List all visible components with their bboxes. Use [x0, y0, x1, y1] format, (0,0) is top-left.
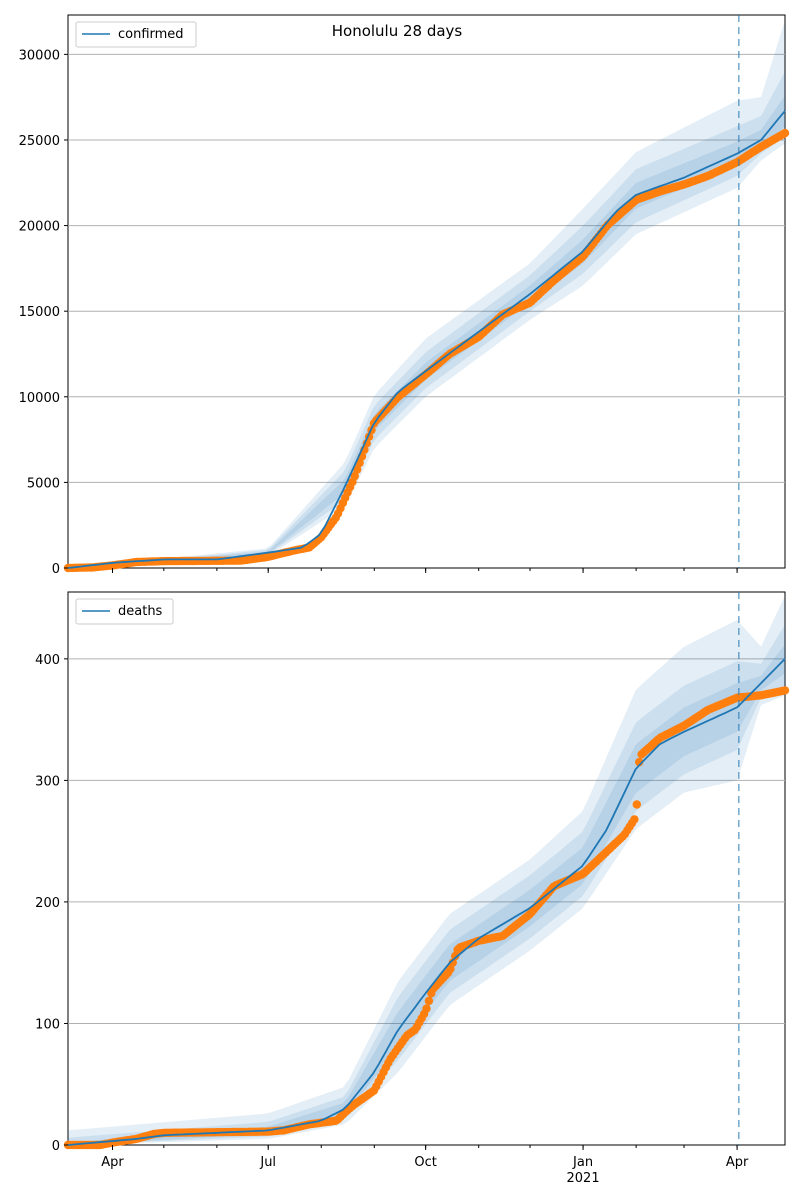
observed-point [350, 471, 359, 481]
band-mid [68, 624, 785, 1145]
legend-text: deaths [118, 604, 163, 619]
x-year-label: 2021 [567, 1171, 600, 1186]
y-tick-label: 10000 [19, 391, 60, 406]
model-series [67, 658, 786, 1146]
y-tick-label: 20000 [19, 220, 60, 235]
x-tick-label: Oct [414, 1155, 436, 1170]
model-line [67, 110, 786, 569]
panel-confirmed: 0 5000 10000 15000 20000 25000 30000 confirmed… [19, 14, 790, 577]
observed-point [780, 128, 790, 138]
uncertainty-bands [68, 20, 785, 569]
observed-point [780, 686, 790, 695]
observed-point [353, 465, 362, 474]
y-tick-label: 400 [35, 653, 60, 668]
y-tick-label: 25000 [19, 134, 60, 149]
band-inner [68, 95, 785, 568]
model-line [67, 658, 786, 1146]
band-outer [68, 595, 785, 1145]
observed-point [424, 996, 434, 1006]
observed-point [632, 800, 641, 809]
x-tick-label: Jul [259, 1155, 276, 1170]
chart-title: Honolulu 28 days [332, 22, 463, 40]
x-tick-label: Apr [101, 1155, 124, 1170]
gridlines [68, 658, 785, 1024]
legend: deaths [75, 598, 174, 625]
legend-text: confirmed [118, 27, 184, 42]
y-tick-label: 100 [35, 1017, 60, 1032]
x-axis-labels: Apr Jul Oct Jan Apr [101, 1155, 749, 1170]
model-series [67, 110, 786, 569]
observed-point [422, 1004, 431, 1013]
legend: confirmed [75, 21, 197, 48]
x-tick-label: Apr [726, 1155, 749, 1170]
x-tick-label: Jan [572, 1155, 593, 1170]
y-tick-label: 0 [52, 562, 60, 577]
observed-point [451, 951, 460, 961]
gridlines [68, 53, 785, 483]
axis-ticks: 0 5000 10000 15000 20000 25000 30000 [19, 48, 738, 577]
panel-deaths: 0 100 200 300 400 deaths Apr Jul Oct Jan Apr 202… [35, 591, 790, 1186]
uncertainty-bands [68, 595, 785, 1145]
observed-point [448, 958, 457, 967]
observed-series [63, 686, 790, 1150]
y-tick-label: 15000 [19, 305, 60, 320]
band-inner [68, 644, 785, 1145]
y-tick-label: 5000 [27, 476, 60, 491]
observed-point [630, 815, 639, 824]
y-tick-label: 300 [35, 774, 60, 789]
y-tick-label: 30000 [19, 48, 60, 63]
axis-ticks: 0 100 200 300 400 [35, 653, 738, 1154]
y-tick-label: 200 [35, 896, 60, 911]
y-tick-label: 0 [52, 1139, 60, 1154]
band-outer [68, 20, 785, 569]
observed-point [446, 964, 455, 974]
